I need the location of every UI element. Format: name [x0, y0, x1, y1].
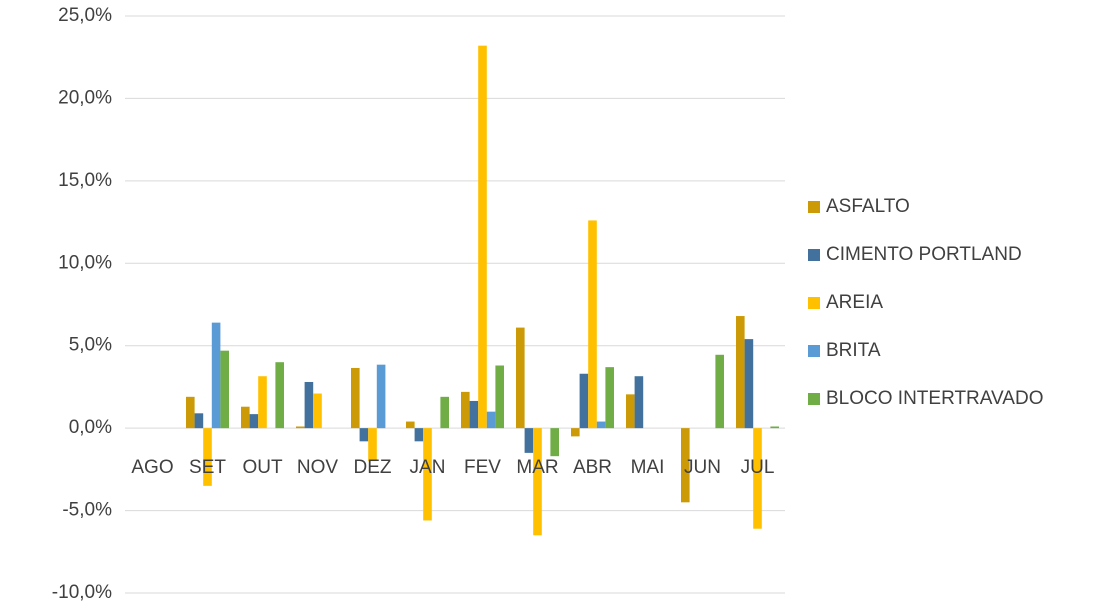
bar: [368, 428, 377, 462]
x-tick-label: JUL: [741, 457, 775, 478]
legend-swatch: [808, 249, 820, 261]
bar: [220, 350, 229, 429]
x-tick-label: JUN: [684, 457, 721, 478]
bar: [376, 364, 386, 429]
x-tick-label: SET: [189, 457, 226, 478]
bar: [770, 426, 779, 429]
bar: [406, 421, 415, 429]
bar: [469, 400, 479, 429]
legend-swatch: [808, 201, 820, 213]
bar: [626, 394, 635, 429]
bar: [715, 354, 724, 429]
bar: [203, 428, 212, 486]
bar: [596, 421, 606, 429]
bar: [524, 428, 534, 453]
legend-label: BLOCO INTERTRAVADO: [826, 388, 1043, 409]
bar: [736, 316, 745, 429]
bar: [495, 365, 504, 429]
x-tick-label: MAI: [631, 457, 665, 478]
bar: [275, 362, 284, 429]
bar: [359, 428, 369, 442]
bar: [461, 391, 470, 429]
y-tick-label: -10,0%: [52, 582, 112, 603]
legend-swatch: [808, 297, 820, 309]
legend-label: ASFALTO: [826, 196, 910, 217]
x-tick-label: DEZ: [354, 457, 392, 478]
bar: [605, 367, 614, 429]
bar: [478, 45, 487, 429]
x-tick-label: NOV: [297, 457, 339, 478]
y-tick-label: 0,0%: [69, 417, 112, 438]
bar: [579, 373, 589, 429]
bar: [249, 414, 259, 429]
bar: [304, 381, 314, 429]
y-tick-label: 25,0%: [58, 5, 112, 26]
bar: [571, 428, 580, 437]
bar: [634, 376, 644, 429]
legend-swatch: [808, 345, 820, 357]
bar: [296, 426, 305, 429]
x-tick-label: AGO: [131, 457, 173, 478]
x-tick-label: MAR: [516, 457, 558, 478]
legend-label: AREIA: [826, 292, 883, 313]
bar: [414, 428, 424, 442]
bar: [516, 327, 525, 429]
y-tick-label: 5,0%: [69, 335, 112, 356]
bar: [194, 413, 204, 429]
x-tick-label: ABR: [573, 457, 612, 478]
bar: [186, 396, 195, 429]
y-tick-label: 20,0%: [58, 87, 112, 108]
bar: [440, 396, 449, 429]
bar: [550, 428, 559, 457]
legend-label: BRITA: [826, 340, 881, 361]
bar: [423, 428, 432, 521]
y-tick-label: -5,0%: [62, 500, 112, 521]
bar: [258, 376, 267, 429]
bar: [486, 411, 496, 429]
x-tick-label: JAN: [410, 457, 446, 478]
legend-swatch: [808, 393, 820, 405]
bar: [241, 406, 250, 429]
bar: [744, 339, 754, 429]
bar: [753, 428, 762, 529]
y-tick-label: 10,0%: [58, 252, 112, 273]
legend-label: CIMENTO PORTLAND: [826, 244, 1022, 265]
bar: [351, 367, 360, 429]
bar: [588, 220, 597, 429]
bar: [313, 393, 322, 429]
bar: [681, 428, 690, 503]
bar: [211, 322, 221, 429]
x-tick-label: OUT: [242, 457, 283, 478]
x-tick-label: FEV: [464, 457, 501, 478]
bar: [533, 428, 542, 536]
y-tick-label: 15,0%: [58, 170, 112, 191]
